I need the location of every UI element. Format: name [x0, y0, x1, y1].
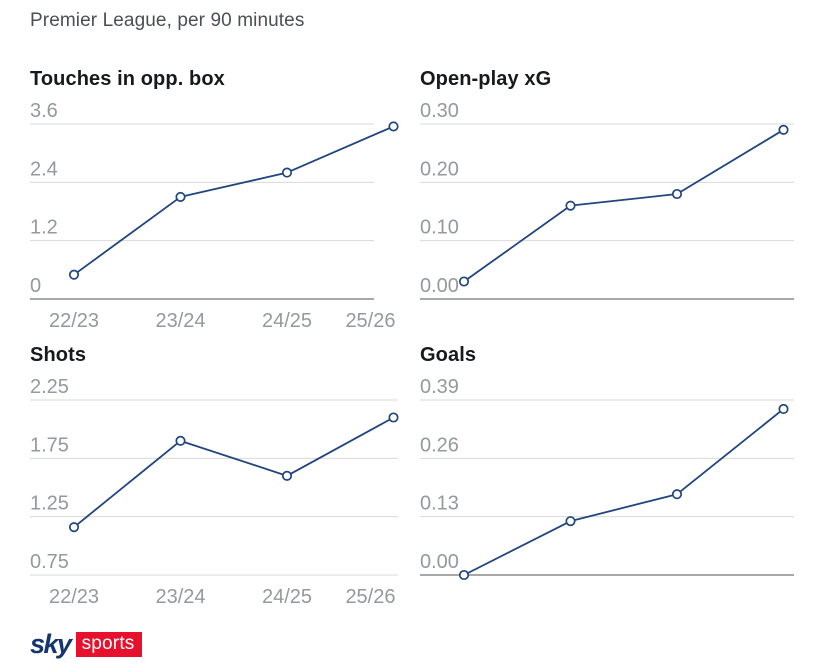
data-point-marker	[778, 124, 789, 135]
shots-line-plot: 0.75 1.25 1.75 2.25 22/23 23/24 24/25 25/26	[30, 376, 399, 608]
data-point-marker	[68, 269, 80, 280]
data-point-marker	[68, 522, 80, 533]
y-tick-label: 0.20	[420, 158, 459, 180]
data-point-marker	[388, 121, 399, 132]
data-point-marker	[565, 200, 576, 211]
chart-title-xg: Open-play xG	[420, 68, 552, 90]
y-tick-label: 1.75	[30, 434, 69, 456]
x-tick-label: 24/25	[262, 586, 312, 608]
series-line	[463, 408, 785, 576]
y-tick-label: 0.39	[420, 376, 459, 398]
sports-logo-badge: sports	[75, 631, 142, 657]
chart-shots: Shots 0.75 1.25 1.75 2.25 22/23 23/24 24/25 25/…	[30, 344, 420, 610]
series-line	[73, 125, 394, 276]
data-point-marker	[671, 188, 683, 200]
y-tick-label: 0.30	[420, 100, 459, 122]
series-line	[73, 416, 394, 528]
data-point-marker	[778, 403, 789, 415]
chart-touches-in-opp-box: Touches in opp. box 0 1.2 2.4 3.6 22/23 23/24…	[30, 68, 420, 334]
data-point-marker	[281, 470, 293, 481]
y-tick-label: 0.75	[30, 551, 69, 573]
x-tick-label: 22/23	[49, 310, 99, 332]
data-point-marker	[458, 276, 470, 287]
chart-title-shots: Shots	[30, 344, 87, 366]
chart-title-touches: Touches in opp. box	[30, 68, 225, 90]
data-point-marker	[671, 489, 683, 500]
y-tick-label: 1.25	[30, 493, 69, 515]
sky-sports-logo: sky sports	[30, 629, 142, 659]
y-tick-label: 0.26	[420, 434, 459, 456]
x-tick-label: 22/23	[49, 586, 99, 608]
x-tick-label: 25/26	[345, 310, 395, 332]
y-tick-label: 3.6	[30, 100, 58, 122]
y-tick-label: 0.00	[420, 275, 459, 297]
data-point-marker	[175, 191, 186, 202]
x-tick-label: 24/25	[262, 310, 312, 332]
y-tick-label: 0.10	[420, 217, 459, 239]
y-tick-label: 0	[30, 275, 41, 297]
series-line	[463, 129, 784, 283]
x-tick-label: 23/24	[155, 586, 205, 608]
y-tick-label: 0.00	[420, 551, 459, 573]
goals-line-plot: 0.00 0.13 0.26 0.39	[420, 376, 794, 581]
x-tick-label: 25/26	[345, 586, 395, 608]
data-point-marker	[175, 435, 186, 446]
x-tick-label: 23/24	[155, 310, 205, 332]
sky-logo-text: sky	[30, 629, 72, 659]
chart-open-play-xg: Open-play xG 0.00 0.10 0.20 0.30	[420, 68, 810, 334]
data-point-marker	[565, 516, 576, 527]
y-tick-label: 0.13	[420, 493, 459, 515]
xg-line-plot: 0.00 0.10 0.20 0.30	[420, 100, 794, 300]
data-point-marker	[281, 167, 293, 178]
chart-goals: Goals 0.00 0.13 0.26 0.39	[420, 344, 810, 610]
data-point-marker	[388, 412, 399, 423]
y-tick-label: 2.25	[30, 376, 69, 398]
data-point-marker	[458, 569, 470, 581]
page-title: Premier League, per 90 minutes	[30, 10, 305, 31]
y-tick-label: 1.2	[30, 217, 58, 239]
y-tick-label: 2.4	[30, 158, 58, 180]
touches-line-plot: 0 1.2 2.4 3.6 22/23 23/24 24/25 25/26	[30, 100, 399, 332]
chart-title-goals: Goals	[420, 344, 477, 366]
